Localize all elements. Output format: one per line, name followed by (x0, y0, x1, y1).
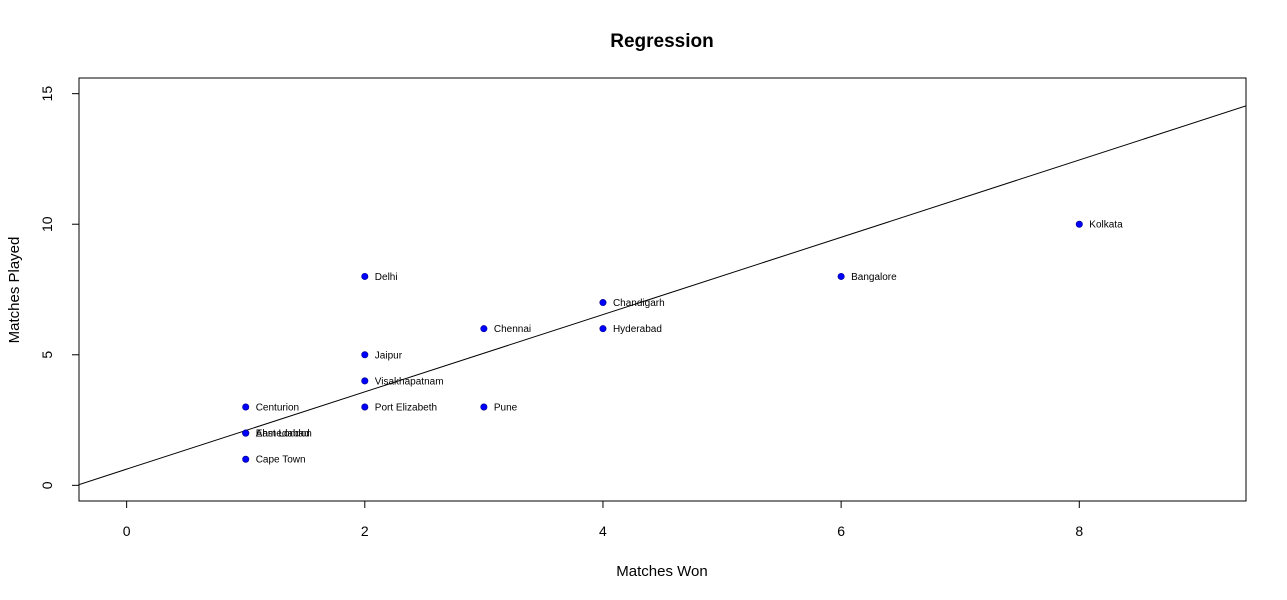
regression-line (79, 105, 1246, 486)
data-point-label: Ahmedabad (256, 429, 310, 440)
y-axis-label: Matches Played (6, 237, 23, 344)
data-point (242, 429, 250, 437)
data-point-label: Cape Town (256, 455, 306, 466)
data-point-label: Kolkata (1089, 220, 1123, 231)
y-tick-label: 5 (39, 351, 55, 359)
data-point-label: Visakhapatnam (375, 376, 444, 387)
data-point (361, 272, 369, 280)
data-point (242, 403, 250, 411)
y-tick-label: 15 (39, 86, 55, 102)
chart-title: Regression (610, 31, 713, 52)
x-tick-label: 6 (837, 523, 845, 539)
data-point (361, 377, 369, 385)
data-point-label: Delhi (375, 272, 398, 283)
data-point-label: Chandigarh (613, 298, 665, 309)
data-point (599, 299, 607, 307)
data-point-label: Centurion (256, 403, 299, 414)
x-tick-label: 0 (123, 523, 131, 539)
data-point (361, 403, 369, 411)
plot-frame (78, 77, 1247, 502)
data-point-label: East London (256, 429, 312, 440)
y-tick-label: 10 (39, 216, 55, 232)
regression-line-group (79, 105, 1246, 486)
data-point (480, 403, 488, 411)
data-point (361, 351, 369, 359)
x-axis: 0 2 4 6 8 (123, 501, 1083, 539)
data-points: Kolkata Bangalore Delhi Chandigarh Chennai Hy… (242, 220, 1123, 466)
y-axis: 0 5 10 15 (39, 86, 79, 489)
data-point-label: Hyderabad (613, 324, 662, 335)
data-point (480, 325, 488, 333)
y-tick-label: 0 (39, 481, 55, 489)
data-point-label: Port Elizabeth (375, 403, 437, 414)
data-point-label: Pune (494, 403, 518, 414)
data-point-label: Jaipur (375, 350, 403, 361)
data-point-label: Bangalore (851, 272, 897, 283)
data-point (599, 325, 607, 333)
x-tick-label: 8 (1075, 523, 1083, 539)
data-point (1075, 220, 1083, 228)
data-point-label: Chennai (494, 324, 531, 335)
x-tick-label: 2 (361, 523, 369, 539)
plot-area (78, 77, 1247, 502)
data-point (242, 455, 250, 463)
x-axis-label: Matches Won (616, 563, 707, 580)
data-point (837, 272, 845, 280)
x-tick-label: 4 (599, 523, 607, 539)
